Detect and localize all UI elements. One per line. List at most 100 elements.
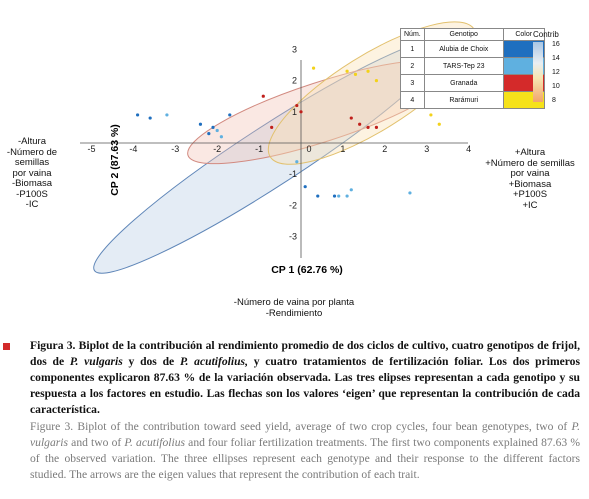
caption-fragment: P. vulgaris bbox=[69, 355, 123, 369]
legend-row: 1 Alubia de Choix bbox=[400, 40, 545, 58]
trait-label: +Número de semillas bbox=[485, 157, 575, 169]
legend-genotype: Rarámuri bbox=[423, 91, 504, 109]
point-tars-tep-23 bbox=[295, 160, 299, 164]
caption-fragment: y dos de bbox=[122, 355, 180, 369]
legend-header-color: Color bbox=[502, 28, 545, 41]
x-tick-label: -2 bbox=[213, 144, 221, 154]
point-rar-muri bbox=[374, 79, 379, 83]
point-granada bbox=[270, 125, 274, 129]
point-alubia-de-choix bbox=[303, 185, 307, 189]
trait-label: +IC bbox=[522, 199, 538, 211]
genotype-legend-table: Núm. Genotipo Color 1 Alubia de Choix 2 TAR… bbox=[400, 28, 545, 109]
point-rar-muri bbox=[429, 113, 433, 117]
colorbar-tick: 16 bbox=[552, 41, 560, 48]
point-alubia-de-choix bbox=[198, 122, 203, 126]
data-points bbox=[135, 66, 441, 198]
trait-label: -P100S bbox=[16, 188, 48, 200]
legend-genotype: TARS-Tep 23 bbox=[423, 57, 504, 75]
x-tick-label: -5 bbox=[87, 144, 95, 154]
y-tick-label: 2 bbox=[292, 76, 297, 86]
point-alubia-de-choix bbox=[332, 194, 337, 198]
trait-label: -Número de vaina por planta bbox=[233, 297, 355, 308]
point-tars-tep-23 bbox=[337, 194, 341, 198]
negative-pc2-trait-labels: -Número de vaina por planta -Rendimiento bbox=[214, 297, 374, 319]
legend-num: 1 bbox=[400, 40, 425, 58]
point-rar-muri bbox=[353, 72, 358, 76]
caption-english: Figure 3. Biplot of the contribution tow… bbox=[30, 419, 580, 483]
caption-fragment: P. vulgaris bbox=[30, 420, 580, 450]
legend-num: 2 bbox=[400, 57, 425, 75]
point-alubia-de-choix bbox=[316, 194, 320, 198]
positive-pc1-trait-labels: +Altura +Número de semillas por vaina +Biom… bbox=[474, 147, 586, 211]
legend-header-genotipo: Genotipo bbox=[423, 28, 504, 41]
caption-fragment: and four foliar fertilization treatments… bbox=[30, 436, 580, 482]
y-axis-label: CP 2 (87.63 %) bbox=[109, 124, 121, 196]
point-rar-muri bbox=[366, 69, 370, 73]
point-rar-muri bbox=[311, 66, 316, 70]
caption-fragment: Figura 3. Biplot de la contribución al r… bbox=[30, 339, 580, 369]
point-granada bbox=[374, 125, 379, 129]
x-tick-label: 2 bbox=[382, 144, 387, 154]
x-tick-labels: -5 -4 -3 -2 -1 0 1 2 3 4 bbox=[87, 144, 471, 154]
legend-genotype: Granada bbox=[423, 74, 504, 92]
colorbar-tick: 10 bbox=[552, 83, 560, 90]
y-tick-label: -1 bbox=[289, 169, 297, 179]
x-tick-label: 1 bbox=[340, 144, 345, 154]
point-alubia-de-choix bbox=[135, 113, 140, 117]
trait-label: por vaina bbox=[510, 168, 550, 179]
x-axis-label: CP 1 (62.76 %) bbox=[271, 264, 343, 276]
point-rar-muri bbox=[437, 122, 441, 126]
point-granada bbox=[358, 122, 362, 126]
y-tick-labels: 3 2 1 -1 -2 -3 bbox=[289, 44, 297, 241]
contrib-colorbar bbox=[533, 42, 543, 102]
colorbar-title: Contrib bbox=[533, 30, 559, 39]
colorbar-tick: 8 bbox=[552, 97, 556, 104]
point-tars-tep-23 bbox=[219, 135, 223, 139]
point-tars-tep-23 bbox=[165, 113, 169, 117]
caption-fragment: y cuatro tratamientos de fertilización f… bbox=[30, 355, 580, 417]
caption-fragment: Figure 3. Biplot of the contribution tow… bbox=[30, 420, 572, 433]
y-tick-label: 1 bbox=[292, 107, 297, 117]
x-tick-label: 0 bbox=[306, 144, 311, 154]
point-granada bbox=[299, 110, 303, 114]
chart-axes bbox=[80, 60, 468, 258]
caption-spanish: Figura 3. Biplot de la contribución al r… bbox=[30, 338, 580, 418]
point-granada bbox=[261, 94, 265, 98]
point-tars-tep-23 bbox=[215, 128, 219, 133]
legend-row: 3 Granada bbox=[400, 74, 545, 92]
caption-marker bbox=[3, 343, 10, 350]
point-granada bbox=[295, 103, 299, 108]
caption-fragment: P. acutifolius bbox=[124, 436, 186, 450]
x-tick-label: -3 bbox=[171, 144, 179, 154]
legend-row: 4 Rarámuri bbox=[400, 91, 545, 109]
colorbar-tick: 12 bbox=[552, 69, 560, 76]
trait-label: por vaina bbox=[12, 167, 52, 179]
point-tars-tep-23 bbox=[349, 188, 353, 192]
trait-label: -Rendimiento bbox=[265, 307, 323, 319]
point-granada bbox=[366, 125, 370, 129]
x-tick-label: 3 bbox=[424, 144, 429, 154]
legend-row: 2 TARS-Tep 23 bbox=[400, 57, 545, 75]
trait-label: -Biomasa bbox=[11, 178, 53, 189]
legend-num: 3 bbox=[400, 74, 425, 92]
point-alubia-de-choix bbox=[211, 125, 215, 129]
caption-fragment: P. acutifolius, bbox=[179, 355, 248, 369]
y-tick-label: -3 bbox=[289, 232, 297, 242]
trait-label: -IC bbox=[25, 199, 39, 210]
trait-label: +Altura bbox=[514, 147, 546, 158]
x-tick-label: -1 bbox=[255, 144, 263, 154]
point-granada bbox=[349, 116, 353, 120]
point-rar-muri bbox=[345, 69, 349, 73]
point-alubia-de-choix bbox=[207, 132, 211, 136]
trait-label: +P100S bbox=[512, 189, 548, 200]
x-tick-label: -4 bbox=[129, 144, 137, 154]
point-tars-tep-23 bbox=[408, 191, 412, 195]
point-tars-tep-23 bbox=[345, 194, 349, 198]
negative-pc1-trait-labels: -Altura -Número de semillas por vaina -Biom… bbox=[0, 136, 64, 211]
point-alubia-de-choix bbox=[228, 113, 232, 117]
trait-label: -Número de semillas bbox=[6, 146, 58, 168]
caption-fragment: and two of bbox=[68, 436, 125, 450]
colorbar-tick: 14 bbox=[552, 55, 560, 62]
x-tick-label: 4 bbox=[466, 144, 471, 154]
legend-header-num: Núm. bbox=[400, 28, 425, 41]
